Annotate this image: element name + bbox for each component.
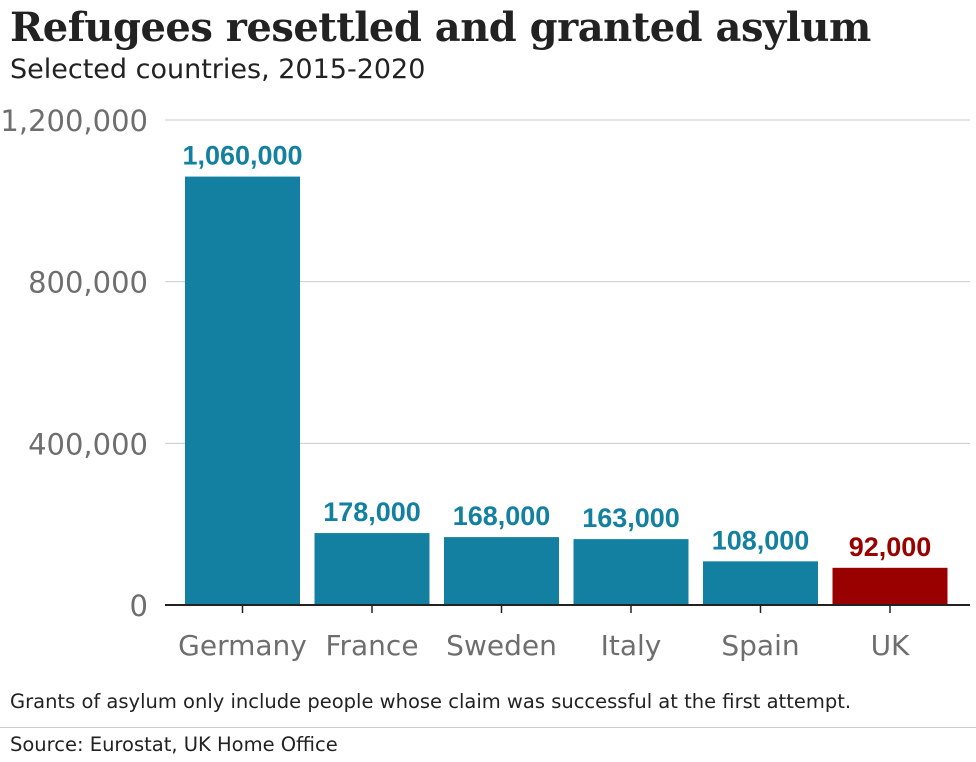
value-labels: 1,060,000 178,000 168,000 163,000 108,000 92,… bbox=[182, 141, 931, 562]
divider bbox=[0, 727, 976, 728]
x-tick-label-france: France bbox=[325, 629, 418, 662]
chart-footnote: Grants of asylum only include people who… bbox=[10, 690, 852, 713]
bar-france bbox=[314, 533, 430, 605]
x-tick-label-sweden: Sweden bbox=[446, 629, 557, 662]
bar-uk bbox=[832, 567, 948, 605]
value-label-spain: 108,000 bbox=[712, 525, 810, 555]
y-tick-label: 400,000 bbox=[28, 427, 148, 461]
bar-sweden bbox=[444, 537, 559, 605]
bar-spain bbox=[703, 561, 818, 605]
chart-title: Refugees resettled and granted asylum bbox=[10, 4, 871, 51]
x-axis-tick-labels: Germany France Sweden Italy Spain UK bbox=[178, 605, 910, 662]
x-tick-label-italy: Italy bbox=[601, 629, 662, 662]
x-tick-label-spain: Spain bbox=[721, 629, 799, 662]
bar-chart: 0 400,000 800,000 1,200,000 1,060,000 178,00… bbox=[0, 104, 970, 662]
x-tick-label-uk: UK bbox=[871, 629, 910, 662]
chart-subtitle: Selected countries, 2015-2020 bbox=[10, 54, 426, 85]
source-note: Source: Eurostat, UK Home Office bbox=[10, 733, 338, 756]
value-label-france: 178,000 bbox=[323, 497, 421, 527]
bar-germany bbox=[185, 176, 300, 606]
bar-italy bbox=[573, 539, 689, 605]
value-label-germany: 1,060,000 bbox=[182, 141, 302, 171]
y-tick-label: 800,000 bbox=[28, 266, 148, 300]
value-label-sweden: 168,000 bbox=[453, 501, 551, 531]
value-label-italy: 163,000 bbox=[582, 503, 680, 533]
y-tick-label: 0 bbox=[130, 589, 148, 623]
x-tick-label-germany: Germany bbox=[178, 629, 307, 662]
value-label-uk: 92,000 bbox=[849, 532, 932, 562]
y-axis-tick-labels: 0 400,000 800,000 1,200,000 bbox=[0, 104, 148, 623]
y-tick-label: 1,200,000 bbox=[0, 104, 148, 138]
bars bbox=[185, 176, 948, 606]
